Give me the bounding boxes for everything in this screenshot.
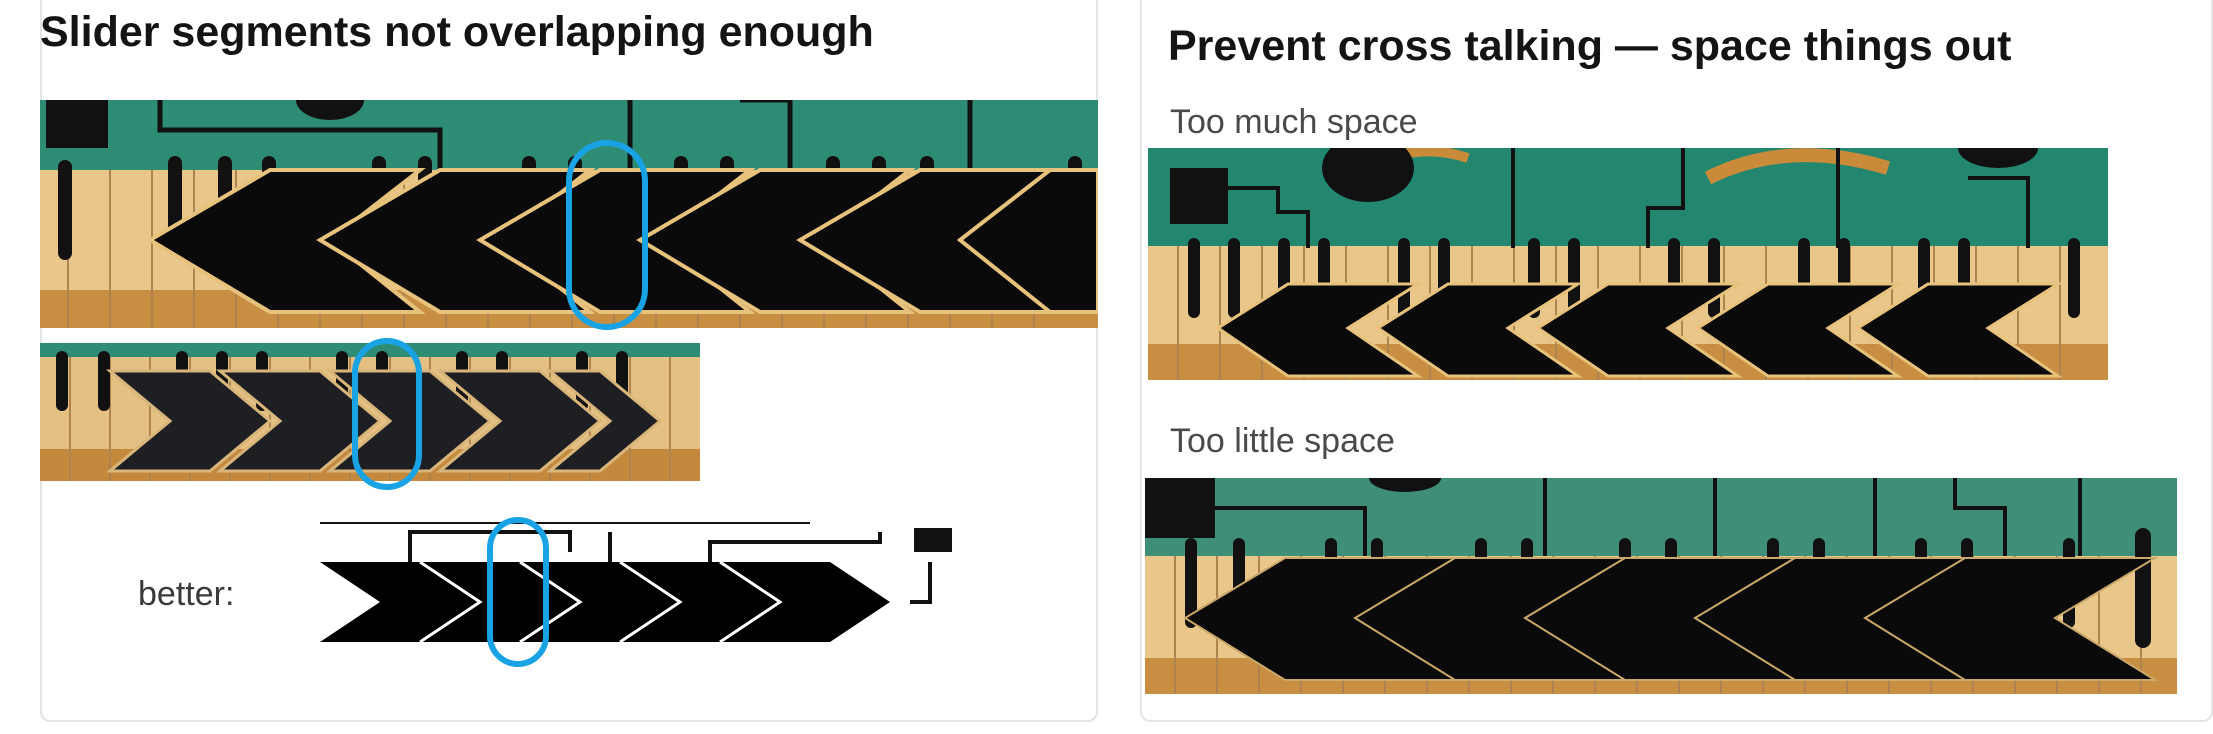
wire-block <box>46 100 108 148</box>
highlight-overlap-circle-1 <box>566 140 648 330</box>
slider-strip-too-much-space <box>1148 148 2108 380</box>
highlight-overlap-circle-3 <box>487 517 549 667</box>
better-wiring <box>320 522 932 604</box>
better-label: better: <box>138 575 235 613</box>
slider-strip-overlap-right <box>40 343 700 481</box>
right-panel-title: Prevent cross talking — space things out <box>1168 22 2012 70</box>
better-wire-block <box>914 528 952 552</box>
too-much-space-label: Too much space <box>1170 103 1418 141</box>
tightly-spaced-chevrons <box>1183 557 2159 681</box>
right-chevron-segments <box>105 369 663 473</box>
highlight-overlap-circle-2 <box>352 338 422 490</box>
left-chevron-segments <box>146 168 1098 314</box>
left-panel-title: Slider segments not overlapping enough <box>40 8 874 56</box>
slider-strip-too-little-space <box>1145 478 2177 694</box>
dark-blob <box>296 100 364 120</box>
widely-spaced-chevrons <box>1215 282 2064 378</box>
too-little-space-label: Too little space <box>1170 422 1395 460</box>
slider-strip-better <box>320 522 952 644</box>
better-chevron-segments <box>320 562 890 642</box>
